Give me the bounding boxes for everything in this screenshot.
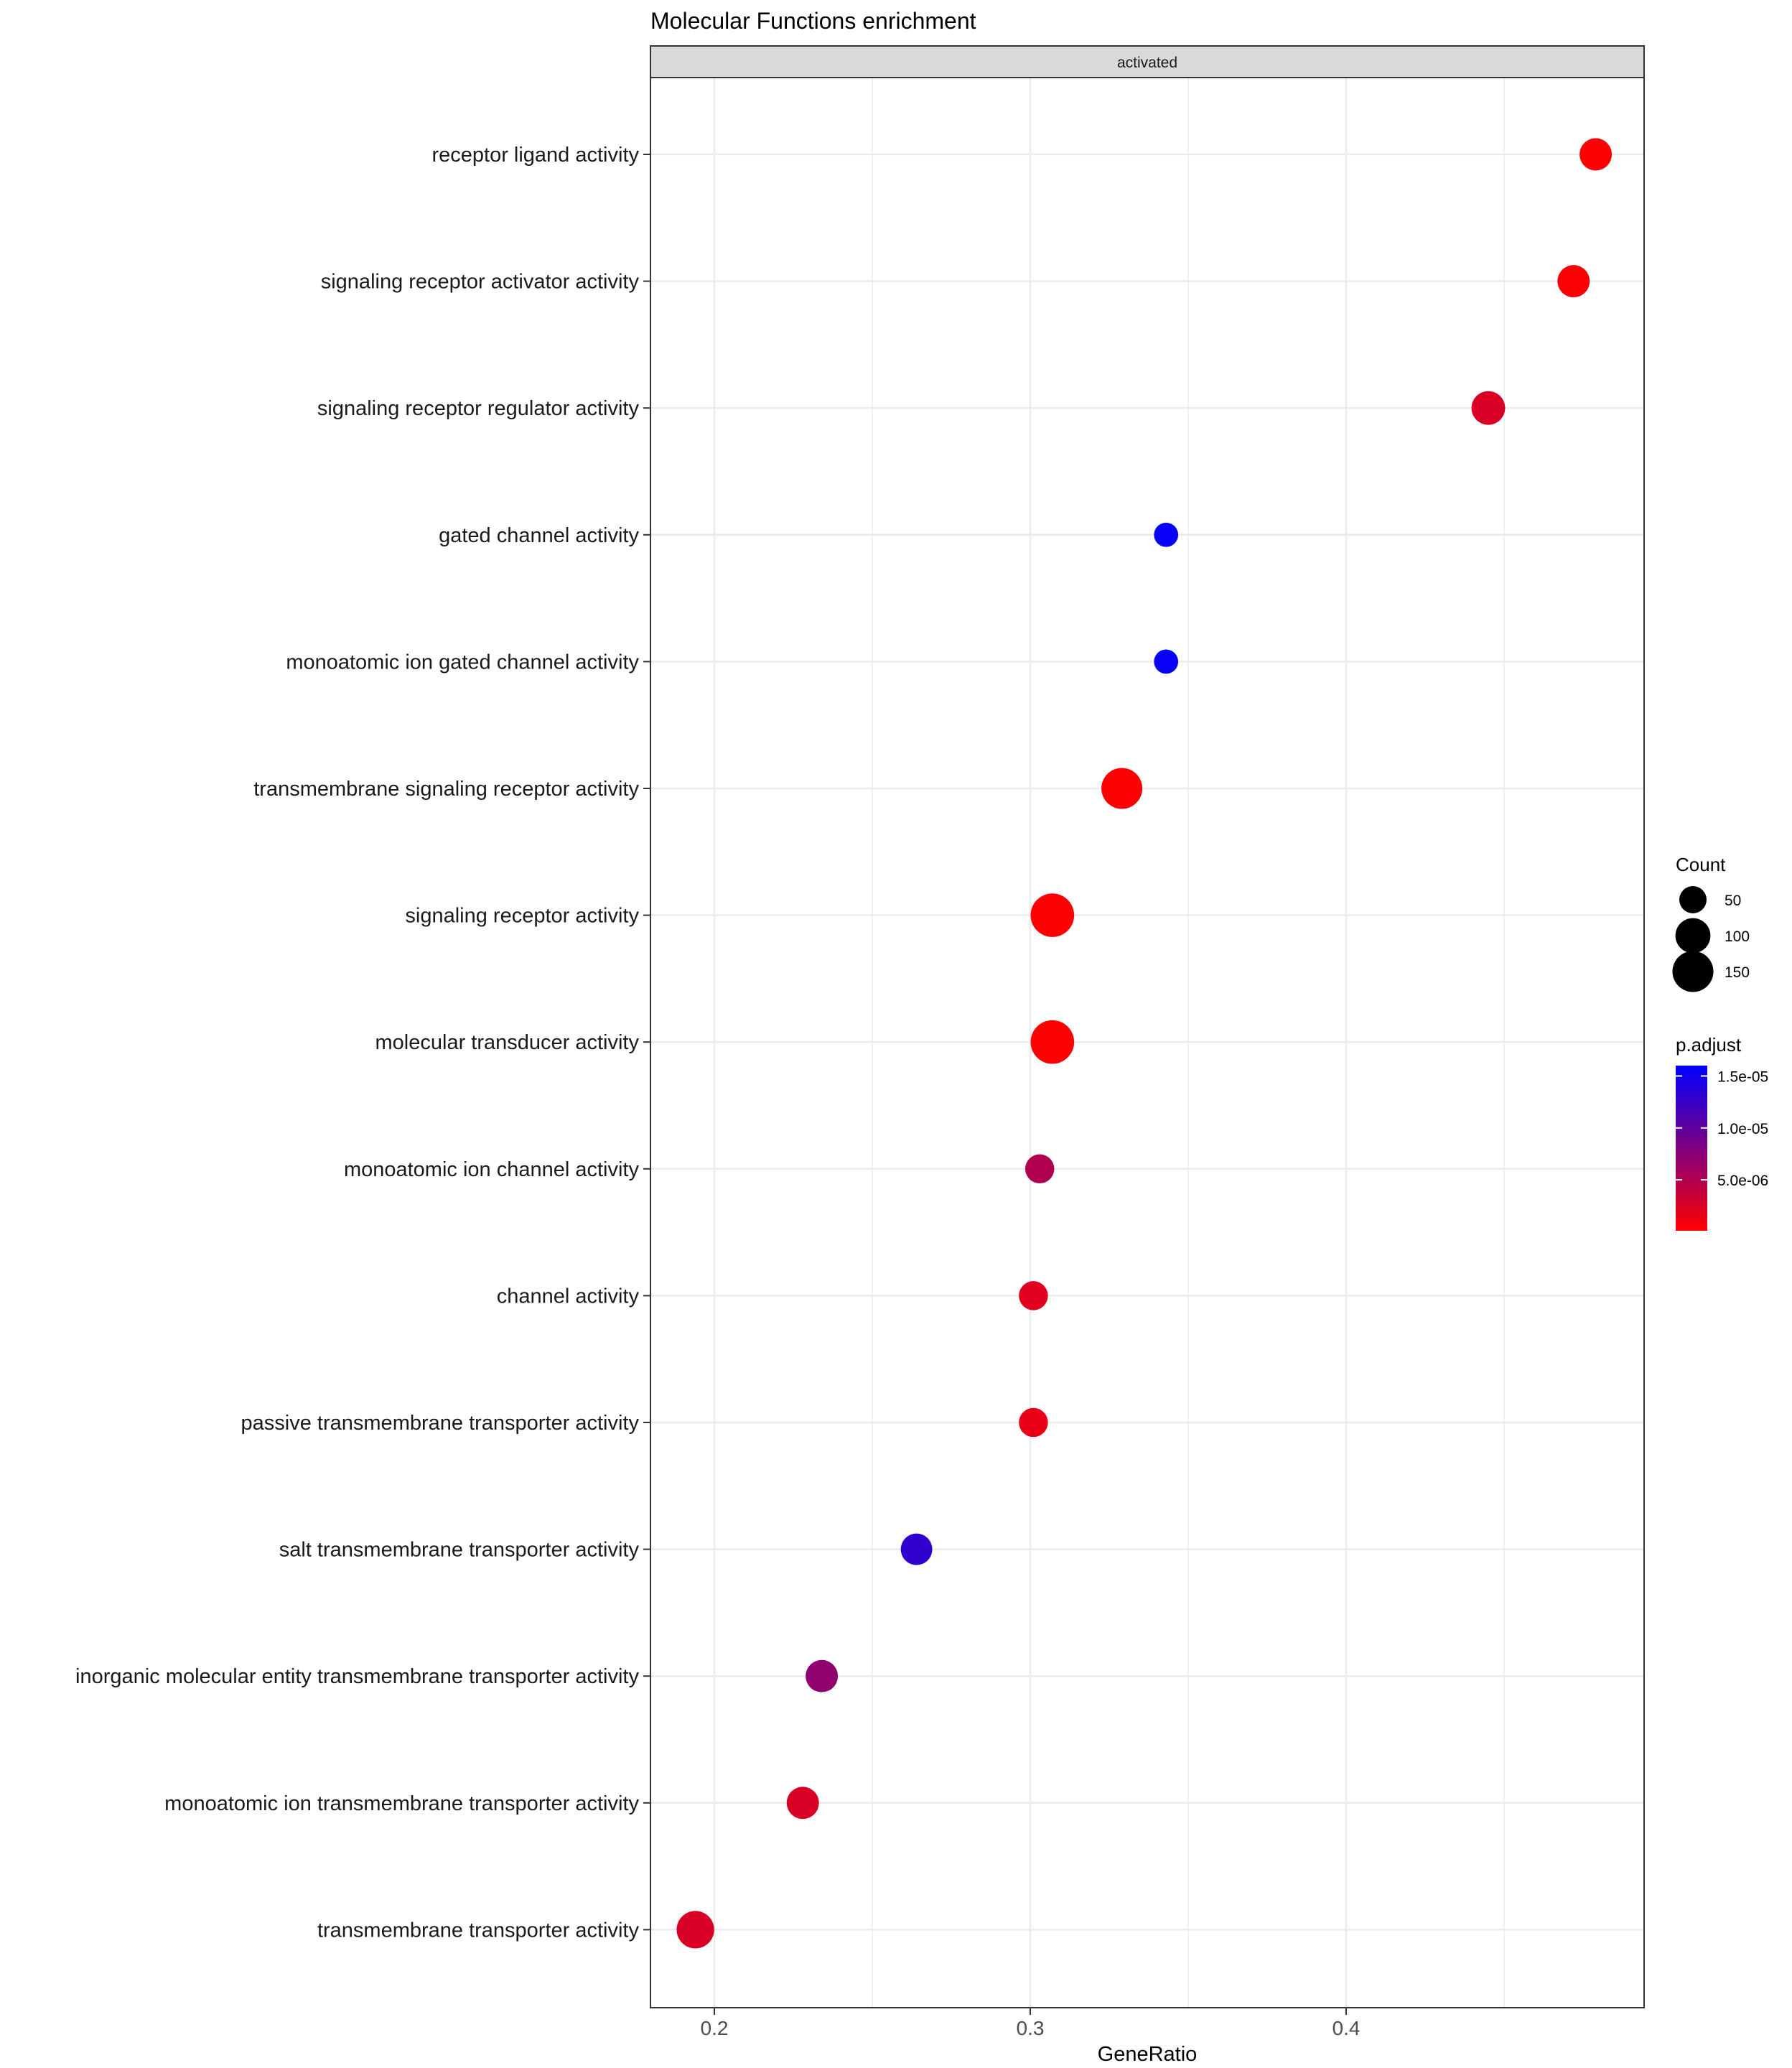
size-legend-title: Count	[1676, 854, 1726, 875]
size-legend-key	[1679, 886, 1707, 913]
data-point	[1030, 1020, 1075, 1064]
y-tick-label: channel activity	[497, 1285, 640, 1308]
y-tick-label: signaling receptor activity	[405, 905, 639, 928]
x-tick-label: 0.3	[1017, 2017, 1045, 2039]
y-tick-label: gated channel activity	[439, 524, 639, 547]
size-legend-items: 50 100 150	[1672, 886, 1750, 992]
facet-strip-label: activated	[1117, 55, 1177, 71]
x-tick-label: 0.2	[701, 2017, 729, 2039]
major-gridlines	[650, 78, 1644, 2008]
facet-strip	[650, 45, 1645, 78]
color-legend-label: 5.0e-06	[1717, 1173, 1768, 1189]
size-legend-key	[1675, 918, 1711, 954]
size-legend: Count 50 100 150	[1672, 854, 1750, 992]
y-tick-label: monoatomic ion channel activity	[344, 1158, 640, 1181]
data-point	[1154, 649, 1179, 674]
size-legend-label: 50	[1725, 893, 1741, 909]
data-point	[806, 1659, 839, 1692]
data-point	[1019, 1281, 1048, 1310]
data-point	[1471, 391, 1506, 425]
data-point	[900, 1533, 933, 1565]
color-legend-label: 1.0e-05	[1717, 1121, 1768, 1137]
size-legend-label: 100	[1725, 928, 1750, 945]
y-tick-label: transmembrane signaling receptor activit…	[253, 778, 639, 801]
x-axis: 0.2 0.3 0.4	[701, 2008, 1361, 2039]
size-legend-label: 150	[1725, 964, 1750, 981]
y-tick-label: monoatomic ion gated channel activity	[286, 651, 639, 674]
data-point	[1579, 138, 1613, 171]
size-legend-key	[1672, 951, 1714, 992]
data-point	[1019, 1407, 1048, 1438]
color-legend: p.adjust 1.5e-05 1.0e-05 5.0e-06	[1676, 1034, 1768, 1231]
data-point	[786, 1787, 819, 1820]
y-tick-label: receptor ligand activity	[431, 144, 639, 167]
data-point	[1030, 893, 1075, 937]
y-tick-label: monoatomic ion transmembrane transporter…	[164, 1792, 639, 1815]
x-tick-label: 0.4	[1333, 2017, 1361, 2039]
y-tick-label: signaling receptor activator activity	[321, 271, 640, 294]
data-point	[1025, 1154, 1055, 1184]
color-legend-label: 1.5e-05	[1717, 1068, 1768, 1085]
color-legend-bar	[1676, 1066, 1707, 1231]
y-tick-label: inorganic molecular entity transmembrane…	[75, 1665, 639, 1688]
y-tick-label: salt transmembrane transporter activity	[279, 1539, 640, 1562]
color-legend-title: p.adjust	[1676, 1034, 1742, 1056]
chart-title: Molecular Functions enrichment	[650, 8, 976, 34]
color-legend-ticks: 1.5e-05 1.0e-05 5.0e-06	[1676, 1068, 1768, 1189]
y-tick-label: transmembrane transporter activity	[317, 1919, 640, 1942]
x-axis-title: GeneRatio	[1098, 2043, 1198, 2066]
y-tick-label: passive transmembrane transporter activi…	[241, 1412, 640, 1435]
y-axis: receptor ligand activity signaling recept…	[75, 144, 650, 1942]
data-point	[1557, 265, 1590, 298]
y-tick-label: molecular transducer activity	[375, 1031, 640, 1054]
data-point	[676, 1911, 714, 1949]
data-point	[1154, 522, 1179, 547]
y-tick-label: signaling receptor regulator activity	[317, 397, 640, 420]
data-points	[676, 138, 1613, 1949]
data-point	[1101, 768, 1143, 809]
